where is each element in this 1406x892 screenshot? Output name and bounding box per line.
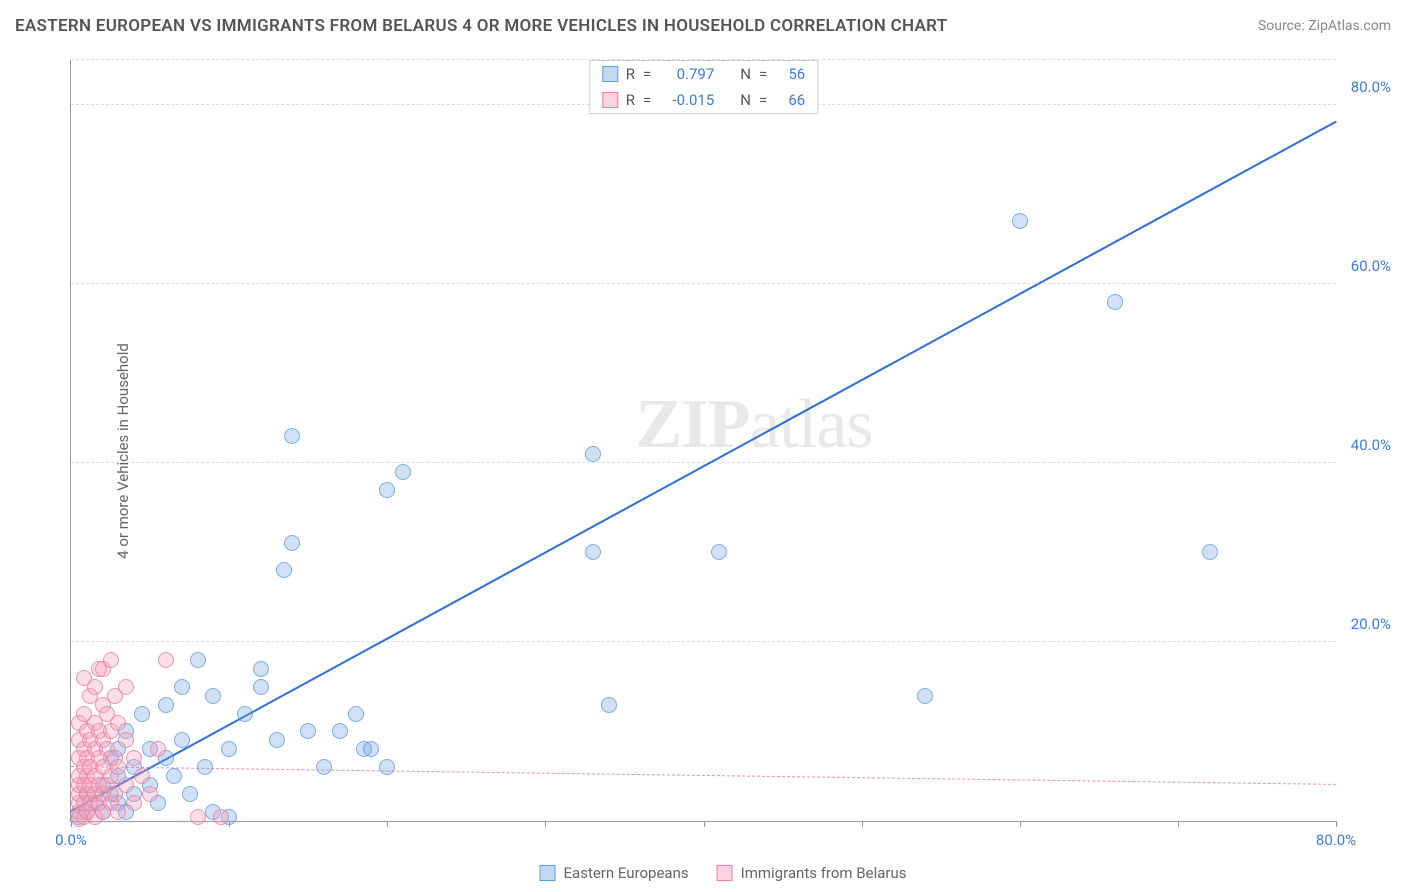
y-tick-label: 80.0% — [1341, 78, 1391, 96]
data-point-blue — [711, 544, 727, 560]
x-tick-mark — [545, 821, 546, 827]
data-point-blue — [284, 535, 300, 551]
x-tick-mark — [1178, 821, 1179, 827]
chart-container: 4 or more Vehicles in Household ZIPatlas… — [50, 50, 1396, 852]
swatch-blue-icon — [602, 66, 618, 82]
trend-line-pink — [71, 766, 1336, 785]
data-point-blue — [190, 652, 206, 668]
data-point-blue — [221, 741, 237, 757]
gridline — [71, 283, 1336, 284]
data-point-pink — [110, 715, 126, 731]
y-tick-label: 40.0% — [1341, 436, 1391, 454]
data-point-blue — [158, 697, 174, 713]
data-point-blue — [253, 679, 269, 695]
data-point-blue — [585, 544, 601, 560]
watermark: ZIPatlas — [636, 385, 873, 465]
data-point-blue — [269, 732, 285, 748]
r-value-pink: -0.015 — [659, 91, 714, 109]
legend-label-pink: Immigrants from Belarus — [741, 864, 907, 882]
data-point-pink — [110, 804, 126, 820]
x-tick-label: 0.0% — [55, 831, 87, 849]
data-point-blue — [379, 482, 395, 498]
x-tick-mark — [387, 821, 388, 827]
chart-header: EASTERN EUROPEAN VS IMMIGRANTS FROM BELA… — [15, 16, 1391, 36]
data-point-blue — [134, 706, 150, 722]
data-point-pink — [118, 777, 134, 793]
data-point-blue — [174, 732, 190, 748]
x-tick-mark — [1020, 821, 1021, 827]
data-point-blue — [237, 706, 253, 722]
chart-title: EASTERN EUROPEAN VS IMMIGRANTS FROM BELA… — [15, 16, 947, 36]
data-point-pink — [142, 786, 158, 802]
data-point-blue — [300, 723, 316, 739]
legend-item-blue: Eastern Europeans — [540, 864, 689, 882]
legend-item-pink: Immigrants from Belarus — [717, 864, 907, 882]
data-point-blue — [348, 706, 364, 722]
legend-swatch-pink-icon — [717, 865, 733, 881]
plot-area: ZIPatlas R = 0.797 N = 56 R = -0.015 N =… — [70, 60, 1336, 822]
data-point-pink — [118, 732, 134, 748]
gridline — [71, 462, 1336, 463]
legend: Eastern Europeans Immigrants from Belaru… — [540, 864, 907, 882]
data-point-blue — [1012, 213, 1028, 229]
data-point-pink — [110, 759, 126, 775]
data-point-pink — [213, 809, 229, 825]
data-point-blue — [379, 759, 395, 775]
data-point-blue — [182, 786, 198, 802]
data-point-blue — [585, 446, 601, 462]
data-point-pink — [118, 679, 134, 695]
x-tick-mark — [1336, 821, 1337, 827]
data-point-pink — [103, 652, 119, 668]
data-point-pink — [158, 652, 174, 668]
data-point-blue — [395, 464, 411, 480]
stats-row-blue: R = 0.797 N = 56 — [590, 61, 817, 87]
legend-label-blue: Eastern Europeans — [564, 864, 689, 882]
data-point-blue — [253, 661, 269, 677]
data-point-blue — [174, 679, 190, 695]
x-tick-mark — [862, 821, 863, 827]
data-point-pink — [126, 750, 142, 766]
swatch-pink-icon — [602, 92, 618, 108]
data-point-blue — [1202, 544, 1218, 560]
trend-line-blue — [71, 121, 1337, 812]
y-tick-label: 20.0% — [1341, 615, 1391, 633]
stats-row-pink: R = -0.015 N = 66 — [590, 87, 817, 113]
data-point-blue — [332, 723, 348, 739]
data-point-blue — [917, 688, 933, 704]
data-point-pink — [126, 795, 142, 811]
data-point-blue — [197, 759, 213, 775]
data-point-blue — [276, 562, 292, 578]
source-credit: Source: ZipAtlas.com — [1258, 18, 1391, 34]
data-point-blue — [601, 697, 617, 713]
x-tick-label: 80.0% — [1316, 831, 1356, 849]
data-point-pink — [150, 741, 166, 757]
data-point-blue — [166, 768, 182, 784]
data-point-blue — [1107, 294, 1123, 310]
data-point-pink — [134, 768, 150, 784]
data-point-pink — [190, 809, 206, 825]
n-value-pink: 66 — [775, 91, 805, 109]
r-value-blue: 0.797 — [659, 65, 714, 83]
x-tick-mark — [704, 821, 705, 827]
data-point-blue — [284, 428, 300, 444]
n-value-blue: 56 — [775, 65, 805, 83]
data-point-blue — [205, 688, 221, 704]
y-tick-label: 60.0% — [1341, 257, 1391, 275]
data-point-pink — [87, 679, 103, 695]
legend-swatch-blue-icon — [540, 865, 556, 881]
data-point-blue — [363, 741, 379, 757]
stats-box: R = 0.797 N = 56 R = -0.015 N = 66 — [589, 60, 818, 114]
gridline — [71, 641, 1336, 642]
data-point-blue — [316, 759, 332, 775]
